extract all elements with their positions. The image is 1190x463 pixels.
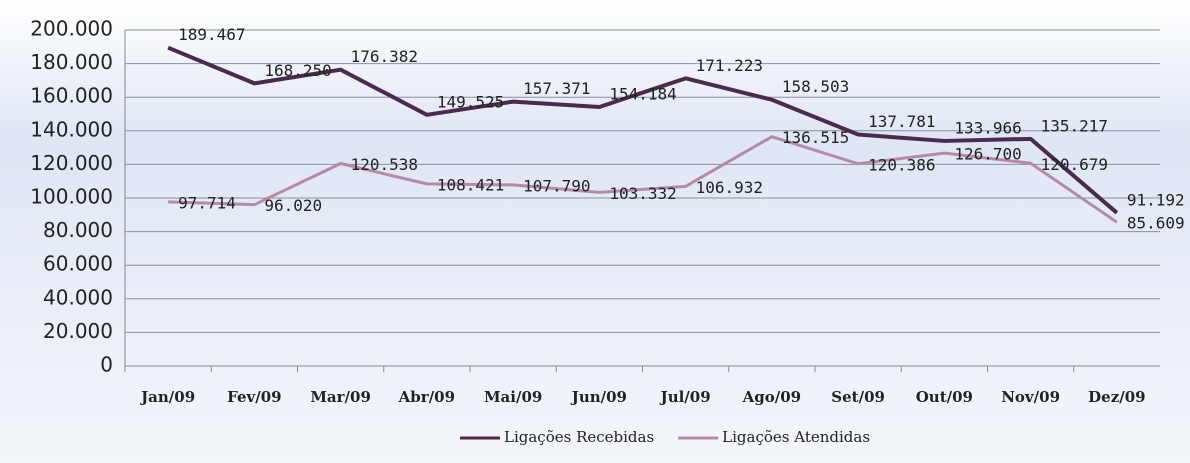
y-tick-label: 40.000 [43,285,113,309]
legend-label: Ligações Atendidas [722,428,870,446]
data-label: 96.020 [264,196,322,215]
x-tick-label: Jan/09 [139,388,195,406]
y-tick-label: 60.000 [43,252,113,276]
data-label: 157.371 [523,79,590,98]
y-tick-label: 140.000 [30,117,113,141]
x-tick-label: Fev/09 [227,388,281,406]
data-label: 168.250 [264,61,331,80]
x-tick-label: Jun/09 [570,388,627,406]
data-label: 149.525 [437,92,504,111]
series-line [168,135,1118,224]
x-tick-label: Dez/09 [1088,388,1145,406]
y-tick-label: 100.000 [30,185,113,209]
x-tick-label: Nov/09 [1001,388,1060,406]
data-label: 136.515 [782,128,849,147]
y-tick-label: 120.000 [30,151,113,175]
x-tick-label: Mar/09 [310,388,371,406]
data-label: 108.421 [437,175,504,194]
x-tick-label: Set/09 [831,388,885,406]
y-tick-label: 20.000 [43,319,113,343]
data-label: 135.217 [1041,116,1108,135]
data-label: 154.184 [609,84,676,103]
x-tick-label: Mai/09 [484,388,542,406]
data-label: 107.790 [523,176,590,195]
data-label: 120.679 [1041,155,1108,174]
y-tick-label: 80.000 [43,218,113,242]
data-label: 126.700 [954,145,1021,164]
data-label: 133.966 [954,118,1021,137]
data-label: 158.503 [782,77,849,96]
series-line [167,45,1119,215]
data-label: 137.781 [868,112,935,131]
data-label: 176.382 [351,47,418,66]
x-tick-label: Ago/09 [742,388,801,406]
y-tick-label: 180.000 [30,50,113,74]
x-tick-label: Jul/09 [659,388,711,406]
data-label: 91.192 [1127,190,1185,209]
data-label: 106.932 [696,178,763,197]
data-label: 189.467 [178,25,245,44]
data-label: 171.223 [696,56,763,75]
legend-label: Ligações Recebidas [504,428,654,446]
y-tick-label: 200.000 [30,17,113,41]
y-tick-label: 0 [100,353,113,377]
y-tick-label: 160.000 [30,84,113,108]
data-label: 120.386 [868,155,935,174]
data-label: 97.714 [178,193,236,212]
data-label: 103.332 [609,184,676,203]
x-tick-label: Abr/09 [398,388,455,406]
x-tick-label: Out/09 [916,388,973,406]
data-label: 85.609 [1127,214,1185,233]
data-label: 120.538 [351,155,418,174]
